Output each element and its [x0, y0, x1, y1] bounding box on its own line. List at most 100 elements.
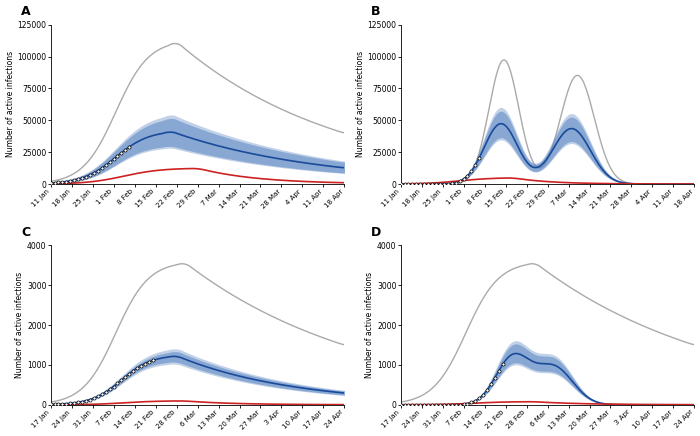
- Point: [116, 377, 127, 384]
- Point: [466, 168, 477, 175]
- Point: [116, 149, 127, 156]
- Point: [462, 172, 473, 179]
- Point: [108, 156, 119, 163]
- Point: [434, 401, 445, 408]
- Point: [403, 181, 414, 187]
- Point: [144, 358, 155, 365]
- Point: [73, 399, 84, 406]
- Point: [57, 179, 68, 186]
- Point: [411, 401, 422, 408]
- Point: [69, 399, 80, 406]
- Point: [49, 179, 60, 186]
- Point: [45, 401, 56, 408]
- Point: [450, 179, 461, 186]
- Point: [135, 362, 146, 369]
- Point: [423, 181, 434, 187]
- Y-axis label: Number of active infections: Number of active infections: [365, 272, 375, 378]
- Point: [127, 367, 139, 374]
- Point: [458, 176, 469, 183]
- Point: [442, 401, 454, 408]
- Point: [64, 400, 76, 407]
- Point: [96, 391, 107, 398]
- Point: [458, 401, 469, 408]
- Point: [84, 171, 95, 178]
- Point: [485, 381, 496, 388]
- Point: [407, 181, 418, 187]
- Point: [88, 169, 99, 176]
- Text: A: A: [21, 5, 31, 18]
- Point: [112, 380, 123, 387]
- Point: [139, 360, 150, 367]
- Y-axis label: Number of active infections: Number of active infections: [356, 51, 365, 157]
- Point: [419, 401, 430, 408]
- Y-axis label: Number of active infections: Number of active infections: [15, 272, 24, 378]
- Point: [497, 361, 508, 368]
- Point: [61, 400, 72, 407]
- Point: [462, 400, 473, 407]
- Point: [57, 400, 68, 407]
- Point: [53, 179, 64, 186]
- Point: [466, 399, 477, 406]
- Text: C: C: [21, 226, 30, 239]
- Text: D: D: [371, 226, 382, 239]
- Point: [419, 181, 430, 187]
- Point: [442, 181, 454, 187]
- Point: [104, 386, 116, 393]
- Point: [84, 396, 95, 403]
- Point: [470, 397, 481, 404]
- Point: [92, 393, 104, 400]
- Point: [61, 178, 72, 185]
- Point: [482, 386, 493, 393]
- Point: [88, 395, 99, 402]
- Point: [124, 370, 135, 377]
- Point: [76, 174, 88, 181]
- Point: [403, 401, 414, 408]
- Point: [411, 181, 422, 187]
- Point: [489, 374, 500, 381]
- Point: [474, 395, 485, 402]
- Point: [80, 173, 92, 180]
- Point: [430, 401, 442, 408]
- Point: [53, 401, 64, 408]
- Point: [73, 176, 84, 183]
- Point: [132, 364, 143, 371]
- Point: [470, 162, 481, 169]
- Point: [112, 153, 123, 160]
- Point: [69, 177, 80, 184]
- Point: [474, 154, 485, 161]
- Point: [96, 164, 107, 171]
- Point: [434, 181, 445, 187]
- Point: [426, 401, 438, 408]
- Point: [120, 373, 131, 380]
- Point: [64, 177, 76, 184]
- Point: [76, 398, 88, 405]
- Point: [454, 177, 466, 184]
- Point: [423, 401, 434, 408]
- Point: [438, 181, 449, 187]
- Point: [395, 401, 406, 408]
- Point: [446, 180, 457, 187]
- Point: [414, 181, 426, 187]
- Point: [426, 181, 438, 187]
- Point: [438, 401, 449, 408]
- Point: [399, 181, 410, 187]
- Point: [430, 181, 442, 187]
- Point: [395, 181, 406, 187]
- Point: [120, 146, 131, 153]
- Point: [147, 357, 158, 364]
- Point: [80, 397, 92, 404]
- Point: [399, 401, 410, 408]
- Point: [92, 167, 104, 174]
- Point: [414, 401, 426, 408]
- Point: [108, 383, 119, 390]
- Point: [450, 401, 461, 408]
- Point: [45, 180, 56, 187]
- Point: [49, 401, 60, 408]
- Point: [407, 401, 418, 408]
- Point: [100, 162, 111, 169]
- Text: B: B: [371, 5, 381, 18]
- Point: [104, 159, 116, 166]
- Point: [494, 367, 505, 374]
- Point: [100, 388, 111, 395]
- Point: [454, 401, 466, 408]
